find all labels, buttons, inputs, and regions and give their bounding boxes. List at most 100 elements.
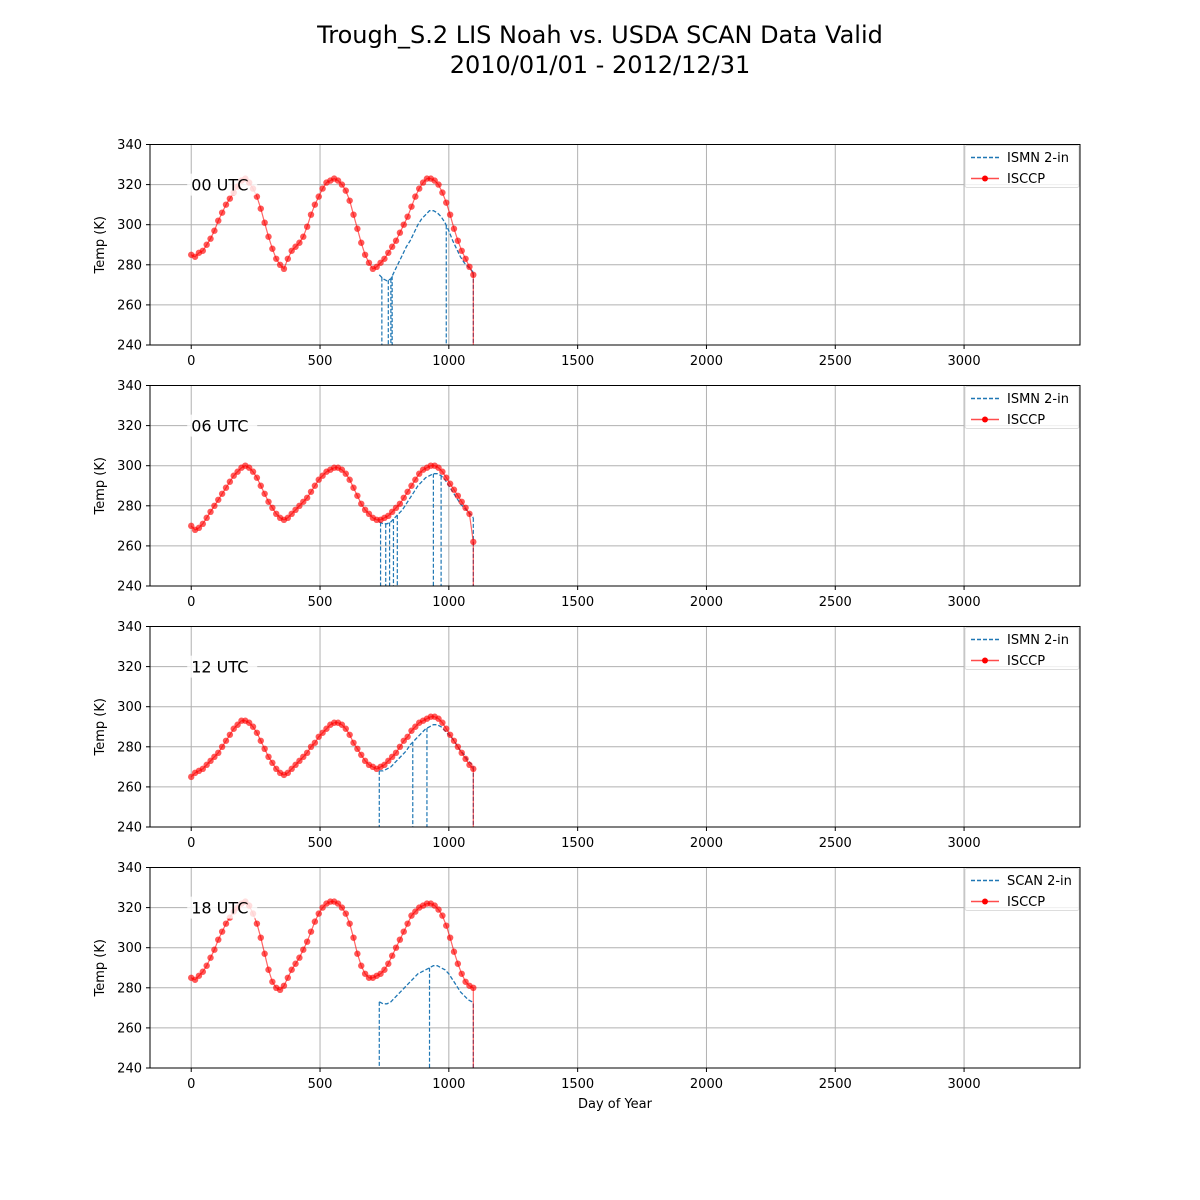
data-point-isccp [443,199,450,206]
data-point-isccp [296,757,303,765]
data-point-isccp [300,498,307,505]
data-point-isccp [315,910,322,917]
data-point-isccp [226,731,234,738]
data-point-isccp [361,970,369,977]
data-point-isccp [404,733,411,740]
data-point-isccp [249,468,257,475]
data-point-isccp [462,255,469,262]
data-point-isccp [346,920,353,927]
data-point-isccp [296,954,303,961]
data-point-isccp [288,247,295,254]
x-tick-label: 0 [187,354,195,369]
data-point-isccp [412,193,419,200]
data-point-isccp [226,195,234,202]
y-tick-label: 260 [117,780,142,795]
data-point-isccp [458,498,465,505]
data-point-isccp [412,908,419,915]
x-tick-label: 1500 [561,354,594,369]
data-point-isccp [346,476,353,483]
data-point-isccp [346,197,353,204]
legend-box [964,868,1080,911]
data-point-isccp [188,522,195,530]
data-point-isccp [307,211,315,218]
data-point-isccp [245,719,253,726]
data-point-isccp [377,259,384,266]
data-point-isccp [311,739,319,746]
x-tick-label: 3000 [948,354,981,369]
data-point-isccp [361,506,369,514]
data-point-isccp [284,974,292,981]
series-line-soil [378,965,474,1005]
data-point-isccp [392,944,400,951]
legend-label: ISMN 2-in [1007,633,1069,648]
data-point-isccp [458,970,465,977]
legend-box [964,627,1080,670]
data-point-isccp [342,187,349,194]
data-point-isccp [211,753,218,761]
data-point-isccp [435,464,442,471]
x-tick-label: 1000 [432,1077,465,1092]
x-tick-label: 2500 [819,1077,852,1092]
data-point-isccp [307,928,315,935]
data-point-isccp [466,510,473,518]
data-point-isccp [358,500,365,507]
data-point-isccp [435,715,442,722]
data-point-isccp [261,745,268,753]
data-point-isccp [319,472,326,479]
data-point-isccp [377,970,384,977]
data-point-isccp [392,749,400,757]
data-point-isccp [388,753,396,761]
y-tick-label: 300 [117,459,142,474]
data-point-isccp [300,946,307,953]
data-point-isccp [269,245,276,252]
data-point-isccp [257,934,264,941]
y-tick-label: 260 [117,539,142,554]
x-tick-label: 1500 [561,836,594,851]
data-point-isccp [207,757,214,765]
data-point-isccp [404,488,411,495]
data-point-isccp [385,249,392,256]
data-point-isccp [207,508,214,516]
y-tick-label: 340 [117,379,142,394]
data-point-isccp [408,482,415,489]
data-point-isccp [303,223,311,230]
data-point-isccp [226,478,234,485]
y-tick-label: 340 [117,620,142,635]
x-tick-label: 2500 [819,595,852,610]
data-point-isccp [450,225,458,232]
data-point-isccp [222,484,230,491]
legend-label: ISCCP [1007,172,1045,187]
data-point-isccp [439,719,446,726]
panel-label: 18 UTC [191,899,248,918]
data-point-isccp [346,731,353,738]
x-tick-label: 0 [187,595,195,610]
axes-frame [149,385,1081,587]
data-point-isccp [450,737,458,744]
data-point-isccp [195,524,203,532]
x-tick-label: 3000 [948,836,981,851]
data-point-isccp [334,900,342,907]
data-point-isccp [199,765,207,773]
legend-label: ISCCP [1007,654,1045,669]
x-tick-label: 500 [308,1077,333,1092]
data-point-isccp [373,263,380,271]
data-point-isccp [443,474,450,481]
data-point-isccp [358,962,365,969]
data-point-isccp [319,904,326,911]
data-point-isccp [273,255,280,262]
figure-title: Trough_S.2 LIS Noah vs. USDA SCAN Data V… [317,21,883,49]
legend-marker-isccp [982,657,988,664]
data-point-isccp [288,966,295,973]
data-point-isccp [354,225,361,232]
data-point-isccp [265,966,272,973]
plot-panel-2: 0 500 1000 1500 2000 2500 3000 240 260 280 300 320 3… [93,620,1081,851]
data-point-isccp [462,978,469,985]
series-line-soil [378,210,474,282]
x-tick-label: 500 [308,354,333,369]
data-point-isccp [218,928,226,935]
data-point-isccp [261,950,268,957]
y-tick-label: 280 [117,499,142,514]
data-point-isccp [388,508,396,516]
data-point-isccp [435,181,442,188]
